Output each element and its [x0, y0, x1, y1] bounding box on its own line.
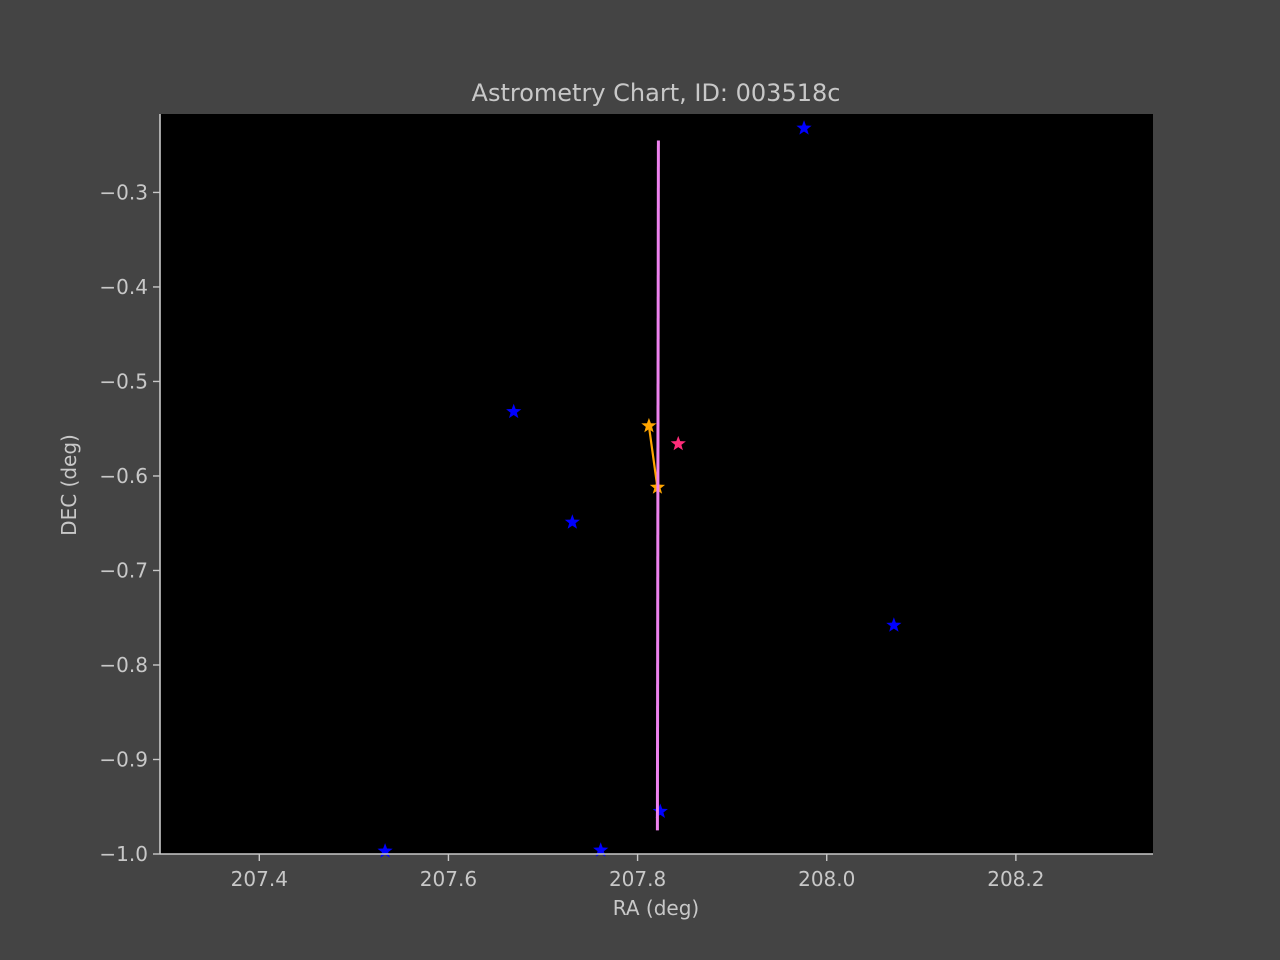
x-tick-label: 207.8 [609, 867, 666, 891]
target-star-0 [670, 435, 686, 451]
y-tick-label: −0.8 [99, 653, 148, 677]
y-tick-label: −1.0 [99, 842, 148, 866]
y-axis-label: DEC (deg) [57, 434, 81, 536]
chart-title: Astrometry Chart, ID: 003518c [472, 79, 841, 107]
x-tick-label: 208.2 [987, 867, 1044, 891]
y-tick-label: −0.4 [99, 275, 148, 299]
y-tick-label: −0.6 [99, 464, 148, 488]
x-axis-ticks: 207.4 207.6 207.8 208.0 208.2 [231, 854, 1045, 891]
x-tick-label: 207.6 [420, 867, 477, 891]
y-axis-ticks: −1.0 −0.9 −0.8 −0.7 −0.6 −0.5 −0.4 −0.3 [99, 180, 160, 866]
data-layer [377, 120, 902, 858]
y-tick-label: −0.5 [99, 369, 148, 393]
reference-stars-star-3 [886, 617, 902, 632]
y-tick-label: −0.7 [99, 558, 148, 582]
observed-track-star-0 [641, 417, 657, 433]
reference-stars-star-4 [652, 803, 668, 818]
x-tick-label: 207.4 [231, 867, 288, 891]
predicted-line-line [655, 140, 660, 831]
y-tick-label: −0.3 [99, 180, 148, 204]
x-axis-label: RA (deg) [613, 896, 699, 920]
reference-stars-star-6 [593, 842, 609, 857]
x-tick-label: 208.0 [798, 867, 855, 891]
y-tick-label: −0.9 [99, 747, 148, 771]
reference-stars-star-1 [506, 403, 522, 419]
reference-stars-star-2 [564, 514, 580, 529]
reference-stars-star-0 [796, 120, 812, 135]
reference-stars-star-5 [377, 843, 393, 858]
observed-track-line [647, 425, 659, 488]
